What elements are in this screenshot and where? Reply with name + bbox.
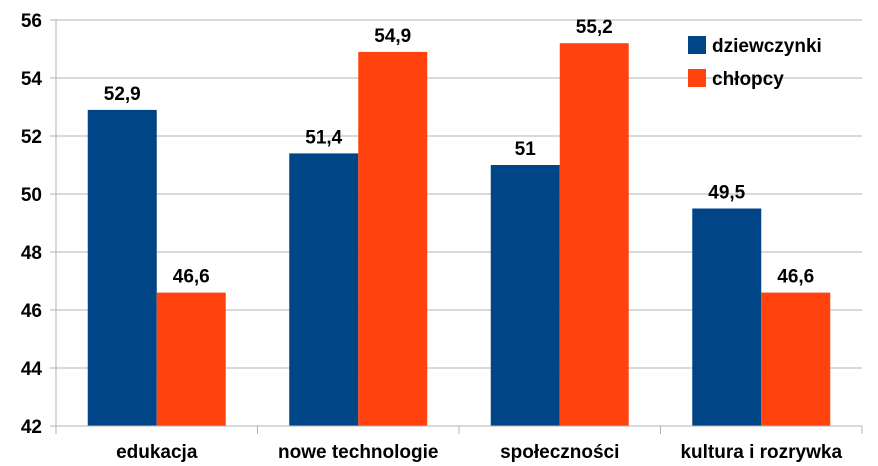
legend: dziewczynki chłopcy — [688, 36, 822, 90]
y-tick-label: 50 — [21, 185, 42, 206]
category-label: społeczności — [500, 442, 619, 463]
data-label: 55,2 — [576, 17, 613, 38]
legend-swatch — [688, 36, 706, 54]
bars — [87, 43, 831, 427]
y-tick-label: 54 — [21, 69, 43, 90]
data-label: 46,6 — [173, 267, 210, 288]
y-tick-label: 44 — [21, 359, 43, 380]
data-labels: 52,9 46,6 51,4 54,9 51 55,2 49,5 46,6 — [104, 17, 814, 287]
category-labels: edukacja nowe technologie społeczności kult… — [116, 442, 842, 463]
y-tick-label: 56 — [21, 11, 42, 32]
data-label: 51,4 — [305, 127, 342, 148]
bar — [87, 109, 157, 427]
data-label: 46,6 — [777, 267, 814, 288]
bar — [358, 51, 428, 427]
y-tick-label: 46 — [21, 301, 42, 322]
y-axis-ticks: 42 44 46 48 50 52 54 56 — [21, 11, 56, 438]
data-label: 52,9 — [104, 84, 141, 105]
category-label: kultura i rozrywka — [680, 442, 842, 463]
bar — [289, 153, 359, 426]
legend-label: chłopcy — [712, 69, 784, 90]
y-tick-label: 52 — [21, 127, 42, 148]
data-label: 54,9 — [374, 26, 411, 47]
axes — [55, 20, 863, 434]
category-label: edukacja — [116, 442, 198, 463]
bar — [761, 292, 831, 426]
bar — [692, 208, 762, 426]
y-tick-label: 48 — [21, 243, 42, 264]
bar — [490, 165, 560, 426]
bar — [156, 292, 226, 426]
legend-label: dziewczynki — [712, 36, 822, 57]
y-tick-label: 42 — [21, 417, 42, 438]
data-label: 49,5 — [708, 183, 745, 204]
category-label: nowe technologie — [278, 442, 438, 463]
data-label: 51 — [515, 139, 537, 160]
legend-swatch — [688, 69, 706, 87]
bar — [559, 43, 629, 426]
